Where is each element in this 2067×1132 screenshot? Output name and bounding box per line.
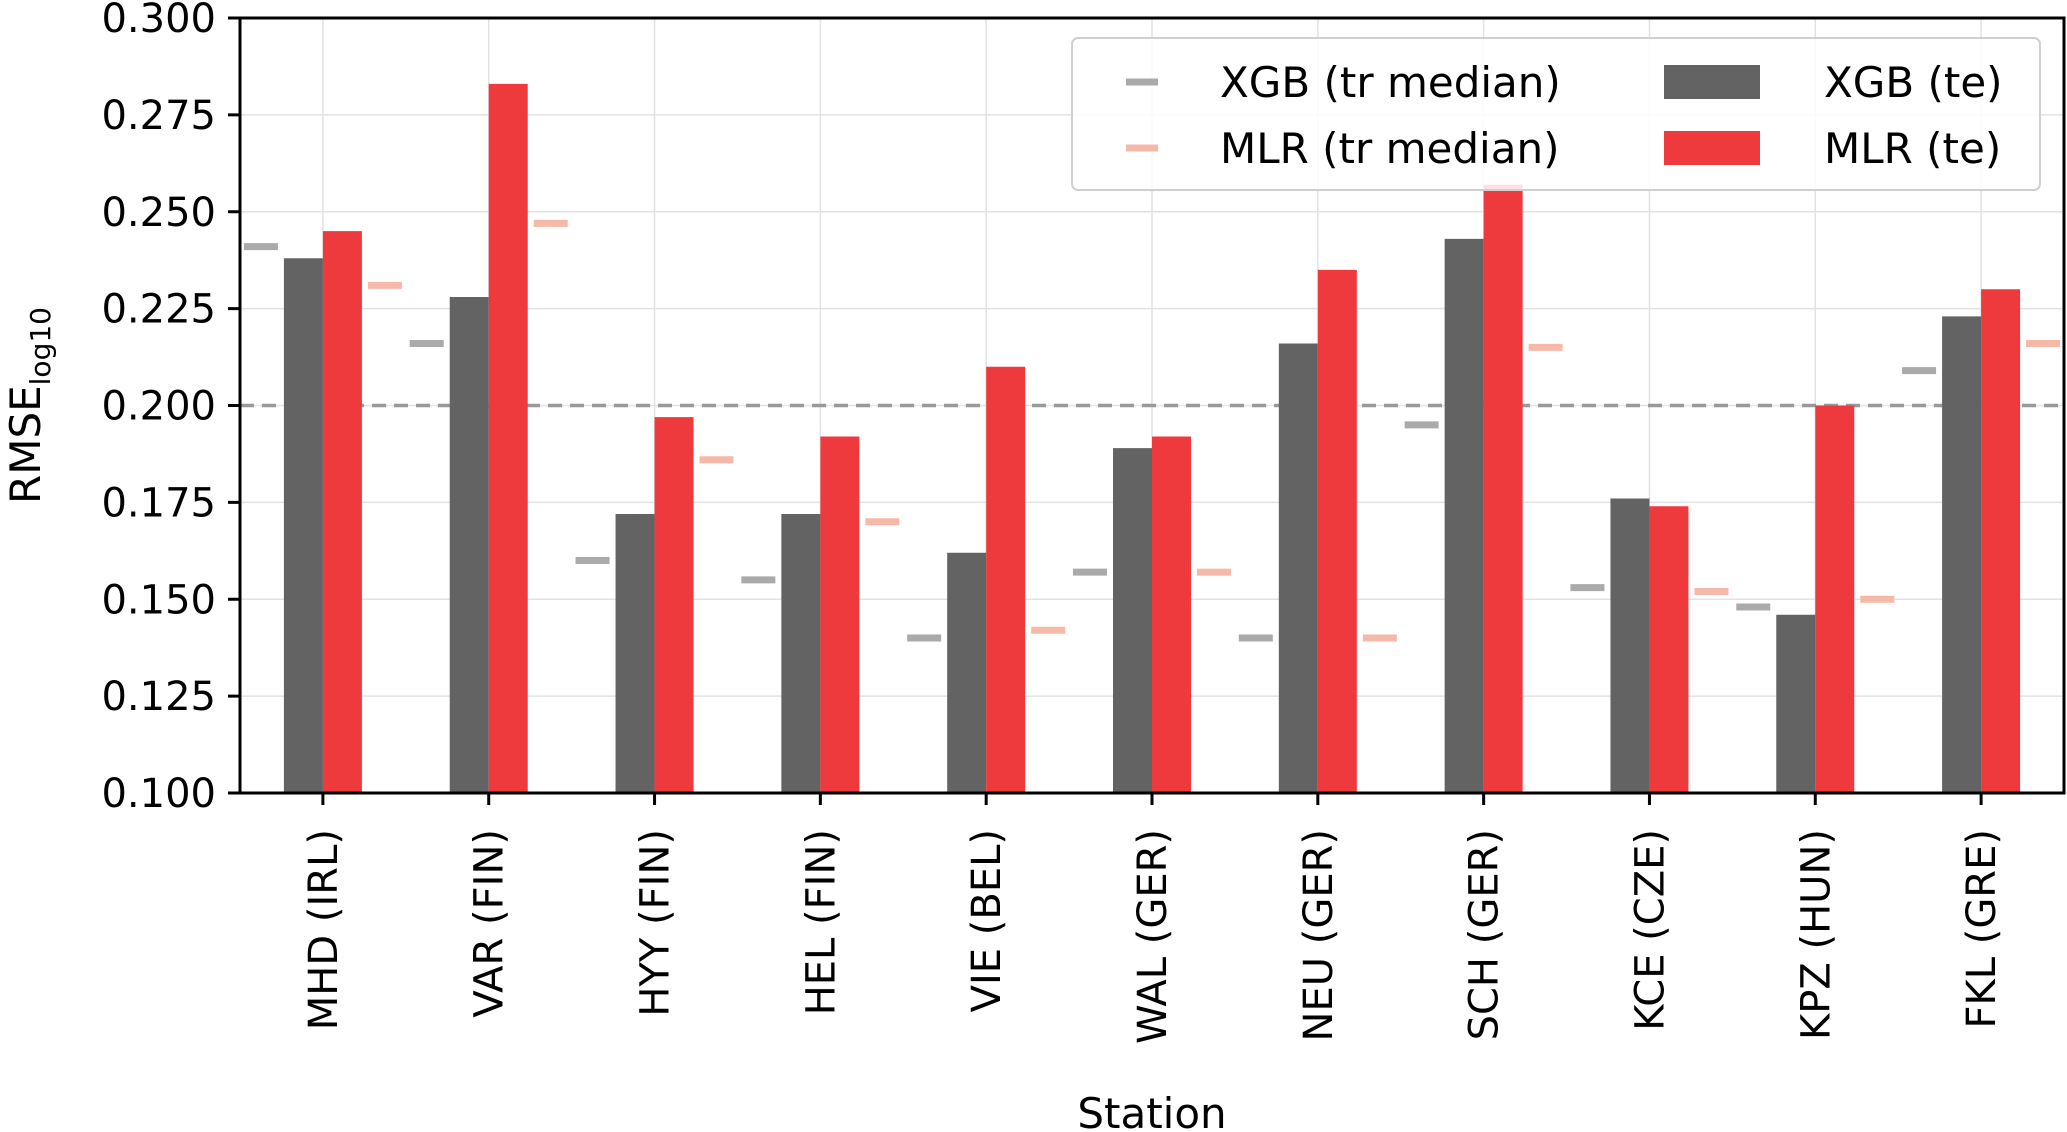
x-axis-title: Station bbox=[1077, 1089, 1226, 1132]
y-tick-label: 0.125 bbox=[101, 674, 216, 720]
bar-xgb-te bbox=[1444, 238, 1484, 793]
bar-mlr-te bbox=[488, 83, 528, 793]
y-tick-label: 0.200 bbox=[101, 384, 216, 430]
legend-label: XGB (te) bbox=[1824, 58, 2003, 107]
y-tick-label: 0.150 bbox=[101, 577, 216, 623]
bar-mlr-te bbox=[1981, 289, 2021, 793]
bar-mlr-te bbox=[1152, 436, 1191, 793]
y-tick-label: 0.100 bbox=[101, 771, 216, 817]
y-tick-label: 0.275 bbox=[101, 93, 216, 139]
bar-xgb-te bbox=[1278, 343, 1318, 793]
bar-mlr-te bbox=[1317, 269, 1357, 793]
y-tick-label: 0.250 bbox=[101, 190, 216, 236]
bar-xgb-te bbox=[283, 258, 323, 793]
x-tick-label: NEU (GER) bbox=[1296, 829, 1342, 1041]
x-tick-label: VAR (FIN) bbox=[467, 829, 513, 1018]
bars-layer bbox=[283, 83, 2021, 793]
markers-layer bbox=[243, 219, 2061, 642]
x-ticks: MHD (IRL) VAR (FIN) HYY (FIN) HEL (FIN) VIE … bbox=[301, 793, 2005, 1044]
bar-mlr-te bbox=[1649, 506, 1689, 793]
bar-mlr-te bbox=[1483, 184, 1523, 793]
x-tick-label: WAL (GER) bbox=[1130, 829, 1176, 1044]
y-tick-label: 0.175 bbox=[101, 480, 216, 526]
legend-swatch-bar bbox=[1664, 131, 1760, 165]
legend: XGB (tr median) MLR (tr median) XGB (te) ML… bbox=[1071, 37, 2041, 191]
legend-frame bbox=[1071, 37, 2041, 191]
bar-xgb-te bbox=[615, 514, 655, 793]
bar-xgb-te bbox=[1610, 498, 1650, 793]
bar-xgb-te bbox=[1113, 448, 1152, 793]
bar-mlr-te bbox=[654, 417, 694, 793]
bar-xgb-te bbox=[781, 514, 821, 793]
y-tick-label: 0.225 bbox=[101, 287, 216, 333]
x-tick-label: MHD (IRL) bbox=[301, 829, 347, 1030]
y-axis-title-main: RMSE bbox=[1, 385, 50, 504]
x-tick-label: HYY (FIN) bbox=[633, 829, 679, 1017]
y-ticks: 0.100 0.125 0.150 0.175 0.200 0.225 0.250 0.275… bbox=[101, 0, 240, 817]
x-tick-label: VIE (BEL) bbox=[964, 829, 1010, 1012]
x-tick-label: SCH (GER) bbox=[1462, 829, 1508, 1040]
bar-xgb-te bbox=[1776, 614, 1816, 793]
legend-label: MLR (te) bbox=[1824, 124, 2001, 173]
x-tick-label: HEL (FIN) bbox=[798, 829, 844, 1015]
legend-swatch-bar bbox=[1664, 65, 1760, 99]
x-tick-label: KPZ (HUN) bbox=[1793, 829, 1839, 1040]
legend-label: MLR (tr median) bbox=[1220, 124, 1559, 173]
bar-xgb-te bbox=[1942, 316, 1982, 793]
legend-label: XGB (tr median) bbox=[1220, 58, 1561, 107]
bar-xgb-te bbox=[947, 552, 987, 793]
x-tick-label: KCE (CZE) bbox=[1627, 829, 1673, 1031]
y-tick-label: 0.300 bbox=[101, 0, 216, 42]
y-axis-title-subscript: log10 bbox=[24, 307, 57, 385]
bar-mlr-te bbox=[322, 231, 362, 793]
bar-mlr-te bbox=[820, 436, 860, 793]
bar-xgb-te bbox=[449, 297, 489, 793]
y-axis-title: RMSElog10 bbox=[1, 307, 57, 504]
bar-mlr-te bbox=[986, 366, 1026, 793]
bar-mlr-te bbox=[1815, 405, 1855, 793]
x-tick-label: FKL (GRE) bbox=[1959, 829, 2005, 1029]
